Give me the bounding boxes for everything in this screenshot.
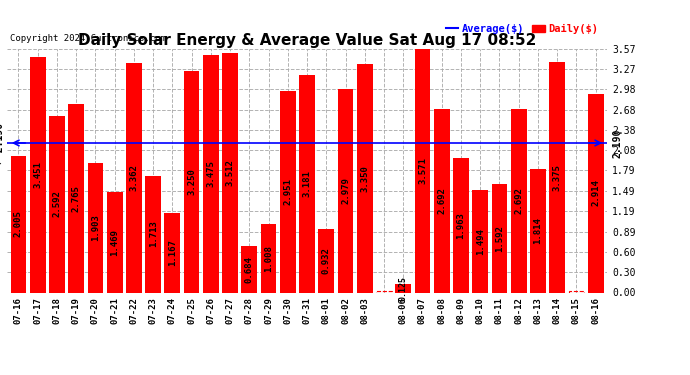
- Text: 1.713: 1.713: [148, 220, 157, 248]
- Text: 3.512: 3.512: [226, 159, 235, 186]
- Bar: [164, 213, 180, 292]
- Text: 2.592: 2.592: [52, 190, 61, 217]
- Bar: [241, 246, 257, 292]
- Text: 3.375: 3.375: [553, 164, 562, 191]
- Text: 3.451: 3.451: [33, 161, 42, 188]
- Bar: [318, 229, 334, 292]
- Text: 1.592: 1.592: [495, 225, 504, 252]
- Bar: [299, 75, 315, 292]
- Text: 2.692: 2.692: [514, 187, 523, 214]
- Bar: [126, 63, 141, 292]
- Text: Copyright 2024 Curtronics.com: Copyright 2024 Curtronics.com: [10, 34, 166, 43]
- Text: 0.125: 0.125: [399, 276, 408, 301]
- Bar: [473, 190, 488, 292]
- Text: 3.475: 3.475: [206, 160, 215, 187]
- Bar: [10, 156, 26, 292]
- Bar: [588, 93, 604, 292]
- Text: 2.914: 2.914: [591, 180, 600, 207]
- Text: 1.008: 1.008: [264, 244, 273, 272]
- Text: 0.932: 0.932: [322, 247, 331, 274]
- Text: 2.190: 2.190: [613, 128, 623, 158]
- Bar: [30, 57, 46, 292]
- Bar: [376, 291, 392, 292]
- Text: 1.469: 1.469: [110, 229, 119, 256]
- Bar: [184, 70, 199, 292]
- Bar: [395, 284, 411, 292]
- Bar: [203, 55, 219, 292]
- Text: 3.362: 3.362: [130, 164, 139, 191]
- Text: 0.684: 0.684: [245, 256, 254, 283]
- Bar: [261, 224, 277, 292]
- Bar: [88, 163, 103, 292]
- Bar: [357, 64, 373, 292]
- Text: 2.005: 2.005: [14, 211, 23, 237]
- Bar: [337, 89, 353, 292]
- Bar: [569, 291, 584, 292]
- Legend: Average($), Daily($): Average($), Daily($): [442, 20, 602, 38]
- Text: 1.903: 1.903: [91, 214, 100, 241]
- Bar: [491, 184, 507, 292]
- Text: 3.571: 3.571: [418, 157, 427, 184]
- Text: 3.250: 3.250: [187, 168, 196, 195]
- Text: 1.963: 1.963: [457, 212, 466, 239]
- Bar: [530, 169, 546, 292]
- Text: ← 2.190: ← 2.190: [0, 122, 5, 164]
- Title: Daily Solar Energy & Average Value Sat Aug 17 08:52: Daily Solar Energy & Average Value Sat A…: [78, 33, 536, 48]
- Text: 1.167: 1.167: [168, 239, 177, 266]
- Text: 1.814: 1.814: [533, 217, 542, 244]
- Text: 2.951: 2.951: [284, 178, 293, 205]
- Bar: [49, 116, 65, 292]
- Bar: [107, 192, 123, 292]
- Bar: [145, 176, 161, 292]
- Text: 2.979: 2.979: [341, 177, 350, 204]
- Bar: [511, 109, 526, 292]
- Bar: [549, 62, 565, 292]
- Bar: [68, 104, 84, 292]
- Bar: [453, 159, 469, 292]
- Bar: [415, 49, 431, 292]
- Bar: [280, 91, 296, 292]
- Bar: [434, 109, 450, 292]
- Text: 3.350: 3.350: [360, 165, 369, 192]
- Text: 1.494: 1.494: [475, 228, 484, 255]
- Text: 2.692: 2.692: [437, 187, 446, 214]
- Text: 3.181: 3.181: [302, 171, 312, 197]
- Bar: [222, 53, 238, 292]
- Text: 2.765: 2.765: [72, 184, 81, 211]
